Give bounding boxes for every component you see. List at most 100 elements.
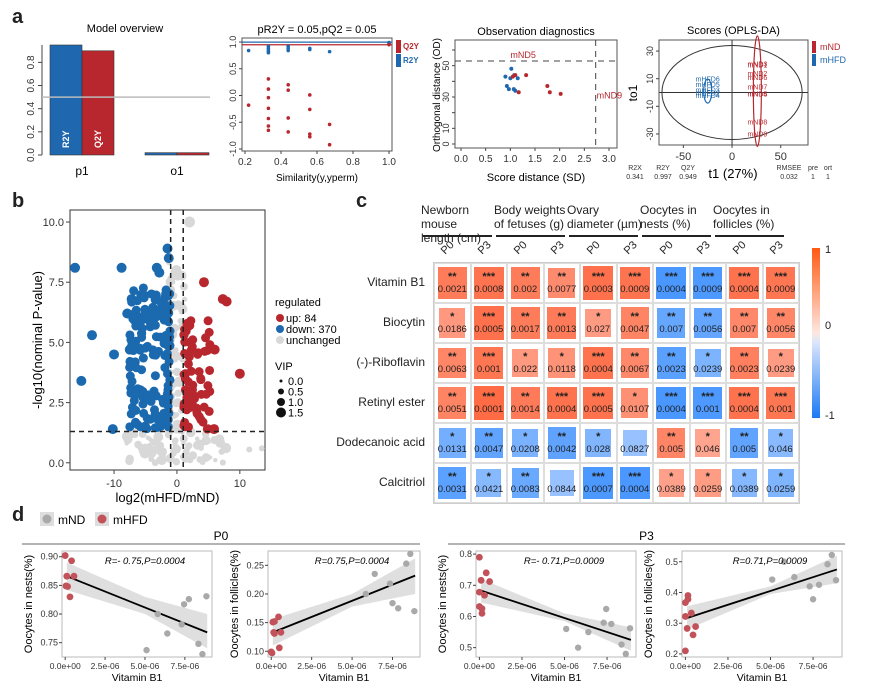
x-tick-label: 0.5 [479, 154, 493, 165]
heatmap-cell [731, 468, 757, 498]
point-mhfd [61, 552, 69, 559]
point-mhfd [476, 553, 483, 561]
y-tick-label: 0.0 [228, 89, 238, 102]
point-r2y [286, 48, 291, 53]
point-down [138, 283, 148, 293]
point-mnd [603, 605, 610, 613]
point-q2y [308, 93, 312, 97]
point-q2y [327, 122, 332, 127]
significance-stars: ** [557, 271, 567, 283]
heatmap-cell-frame: *** 0.001 [470, 343, 507, 383]
point-down [131, 405, 141, 415]
point-up [198, 417, 208, 427]
colorbar-label-min: -1 [825, 410, 835, 422]
heatmap-cell-frame: ** 0.0056 [689, 303, 726, 343]
x-tick-label: 0.8 [346, 157, 360, 168]
significance-stars: *** [737, 391, 751, 403]
p-value: 0.0023 [729, 364, 759, 375]
y-tick-label: 10 [645, 74, 655, 84]
point-unchanged [219, 459, 226, 466]
point-unchanged [172, 367, 182, 377]
heatmap-cell [583, 386, 614, 420]
y-tick-label: 0.7 [459, 580, 472, 590]
point-unchanged [172, 458, 178, 464]
point-q2y [266, 106, 271, 111]
heatmap-cell-frame: *** 0.0007 [580, 463, 617, 503]
point-q2y [266, 95, 271, 100]
heatmap-cell [583, 266, 614, 300]
point-mnd [545, 84, 550, 89]
heatmap-cell-frame: * 0.028 [580, 423, 617, 463]
column-group-header-line: of fetuses (g) [494, 217, 565, 231]
group-ellipse-mnd [752, 35, 762, 147]
heatmap-cell-frame: * 0.0107 [616, 383, 653, 423]
heatmap-cell [620, 307, 649, 339]
sample-label-mnd: mND6 [747, 75, 767, 82]
x-tick-label: 5.0e-06 [131, 661, 160, 671]
point-unchanged [145, 435, 151, 441]
x-axis-label: Vitamin B1 [531, 672, 582, 684]
point-mhfd [70, 572, 78, 580]
legend-label: down: 370 [286, 324, 337, 336]
x-tick-label: 3.0 [602, 154, 616, 165]
heatmap-cell-frame: ** 0.0042 [543, 423, 580, 463]
sample-label-mhfd: mHFD2 [696, 90, 720, 97]
point-mnd [626, 625, 634, 632]
y-tick-label: 0.20 [246, 589, 264, 599]
point-unchanged [177, 317, 184, 324]
heatmap-cell [657, 307, 686, 339]
heatmap-cell [767, 468, 794, 498]
heatmap-cell-frame: * 0.0259 [762, 463, 799, 503]
vip-legend-dot [279, 379, 283, 383]
sample-label-mnd: mND2 [747, 71, 767, 78]
hotelling-ellipse [661, 45, 803, 140]
x-tick-label: 0.0e+00 [670, 661, 701, 671]
x-tick-label: 2.5e-06 [297, 661, 326, 671]
point-mnd [403, 560, 410, 567]
heatmap-cell-frame: *** 0.0004 [543, 383, 580, 423]
stat-header: ort [824, 165, 832, 172]
heatmap-cell [656, 386, 687, 420]
sample-label-mhfd: mHFD6 [696, 76, 720, 83]
point-down [150, 371, 160, 381]
heatmap-cell-frame: *** 0.0005 [470, 303, 507, 343]
point-down [144, 316, 154, 326]
heatmap-cell-frame: *** 0.001 [689, 383, 726, 423]
point-down [161, 417, 171, 427]
point-q2y [308, 107, 312, 112]
stat-header: RMSEE [777, 165, 802, 172]
heatmap-cell [438, 428, 466, 458]
point-up [201, 333, 211, 343]
p-value: 0.0004 [583, 364, 613, 375]
heatmap-cell-frame: * 0.046 [689, 423, 726, 463]
point-unchanged [137, 443, 146, 452]
heatmap-cell [474, 346, 504, 380]
x-axis-label: Vitamin B1 [319, 672, 370, 684]
heatmap-cell-frame: ** 0.007 [653, 303, 690, 343]
p-value: 0.0004 [729, 284, 759, 295]
heatmap-cell-frame: ** 0.005 [726, 423, 763, 463]
significance-stars: * [523, 431, 528, 443]
y-tick-label: 7.5 [49, 277, 64, 289]
legend-label: up: 84 [286, 313, 317, 325]
heatmap-cell-frame: * 0.027 [580, 303, 617, 343]
point-r2y [266, 50, 271, 55]
p-value: 0.0009 [693, 284, 723, 295]
y-axis-label: Oocytes in nests(%) [437, 555, 449, 653]
p-value: 0.0005 [474, 324, 504, 335]
bar-r2y-p1 [49, 44, 83, 156]
significance-stars: * [450, 431, 455, 443]
heatmap-cell [437, 267, 467, 299]
significance-stars: ** [557, 311, 567, 323]
point-down [128, 346, 138, 356]
column-group-header-line: diameter (µm) [567, 217, 642, 231]
legend-dot [276, 336, 284, 344]
p-value: 0.0021 [437, 284, 467, 295]
point-mnd [791, 573, 798, 581]
point-mnd [585, 628, 592, 636]
observation-diagnostics-chart: Observation diagnostics 0 10 30 50 0.0 0.5 1.0 1… [432, 26, 622, 184]
heatmap-cell-frame: * 0.0239 [689, 343, 726, 383]
heatmap-cell-frame: ** 0.005 [653, 423, 690, 463]
legend-label: unchanged [286, 335, 340, 347]
p-value: 0.0001 [474, 404, 504, 415]
